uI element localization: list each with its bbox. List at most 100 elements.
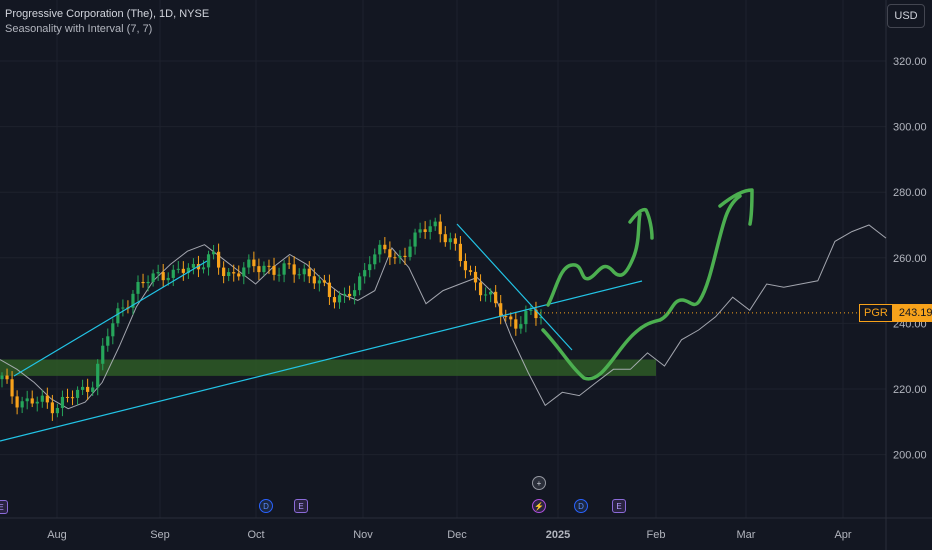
candle-body <box>70 397 75 399</box>
candle-body <box>519 324 523 329</box>
indicator-title: Seasonality with Interval (7, 7) <box>5 23 153 35</box>
candle-body <box>383 244 387 250</box>
candle-body <box>322 280 326 283</box>
candle-body <box>287 263 291 265</box>
candle-body <box>232 272 236 274</box>
candle-body <box>418 229 422 233</box>
candle-body <box>529 309 533 311</box>
candle-body <box>161 272 165 281</box>
candle-body <box>428 226 432 232</box>
x-tick-label: Oct <box>247 529 264 541</box>
candle-body <box>524 310 528 325</box>
candle-body <box>368 264 372 271</box>
candle-body <box>494 291 498 304</box>
candle-body <box>514 319 518 329</box>
price-tag-value: 243.19 <box>892 304 932 322</box>
candle-body <box>116 308 120 324</box>
candle-body <box>534 309 538 319</box>
candle-body <box>453 238 457 244</box>
candle-body <box>50 402 54 414</box>
x-tick-label: Aug <box>47 529 67 541</box>
candle-body <box>96 363 100 388</box>
candle-body <box>91 387 95 392</box>
earnings-marker[interactable]: E <box>294 499 308 513</box>
candle-body <box>342 293 347 296</box>
candle-body <box>489 291 493 295</box>
candle-body <box>353 290 357 297</box>
candle-body <box>408 246 412 257</box>
candle-body <box>40 395 44 402</box>
earnings-marker[interactable]: E <box>0 500 8 514</box>
candle-body <box>25 398 29 402</box>
candle-body <box>358 276 362 291</box>
candle-body <box>151 273 155 282</box>
projection-arrow-long <box>541 188 754 381</box>
candle-body <box>55 407 60 414</box>
candle-body <box>257 266 261 273</box>
x-tick-label: Nov <box>353 529 373 541</box>
candle-body <box>337 295 342 303</box>
candle-body <box>312 276 316 284</box>
candle-body <box>433 221 437 227</box>
candle-body <box>458 243 463 262</box>
candle-body <box>438 221 442 235</box>
candle-body <box>347 293 352 297</box>
candle-body <box>378 244 382 255</box>
support-zone <box>0 359 656 376</box>
candle-body <box>0 375 4 380</box>
candle-body <box>443 234 447 243</box>
y-tick-label: 320.00 <box>893 56 927 68</box>
trendline <box>13 260 208 377</box>
candle-body <box>483 294 488 296</box>
candle-body <box>292 264 296 275</box>
x-tick-label: Mar <box>737 529 756 541</box>
candle-body <box>398 255 402 258</box>
candle-body <box>262 265 266 273</box>
candle-body <box>75 389 80 398</box>
split-marker[interactable]: ⚡ <box>532 499 546 513</box>
currency-button[interactable]: USD <box>887 4 925 28</box>
candle-body <box>106 336 110 346</box>
candle-body <box>211 251 216 255</box>
candle-body <box>166 277 170 281</box>
x-tick-label: Dec <box>447 529 467 541</box>
candle-body <box>539 316 543 319</box>
earnings-marker[interactable]: E <box>612 499 626 513</box>
candle-body <box>111 323 115 337</box>
candle-body <box>504 316 508 318</box>
candle-body <box>201 267 206 270</box>
y-tick-label: 220.00 <box>893 384 927 396</box>
dividend-marker[interactable]: D <box>574 499 588 513</box>
candle-body <box>176 268 180 270</box>
candle-body <box>121 307 125 309</box>
candle-body <box>317 280 321 284</box>
candle-body <box>86 386 90 392</box>
event-marker[interactable]: + <box>532 476 546 490</box>
candle-body <box>297 274 301 276</box>
candle-body <box>171 269 175 278</box>
candle-body <box>206 254 211 268</box>
candle-body <box>388 249 392 258</box>
candle-body <box>373 254 377 265</box>
candle-body <box>267 265 271 267</box>
candle-body <box>45 395 49 403</box>
projection-arrow-short <box>546 207 654 307</box>
last-price-tag: PGR 243.19 <box>859 304 932 322</box>
y-tick-label: 260.00 <box>893 253 927 265</box>
candle-body <box>393 257 397 259</box>
x-tick-label: Sep <box>150 529 170 541</box>
candle-body <box>413 232 417 247</box>
candle-body <box>473 271 478 283</box>
trendline <box>456 223 573 351</box>
candle-body <box>191 264 196 268</box>
y-tick-label: 280.00 <box>893 187 927 199</box>
candle-body <box>227 272 231 277</box>
candle-body <box>60 396 65 408</box>
candle-body <box>302 268 306 275</box>
dividend-marker[interactable]: D <box>259 499 273 513</box>
candle-body <box>156 272 160 274</box>
candle-body <box>277 274 281 276</box>
symbol-title: Progressive Corporation (The), 1D, NYSE <box>5 8 210 20</box>
candle-body <box>35 401 39 404</box>
